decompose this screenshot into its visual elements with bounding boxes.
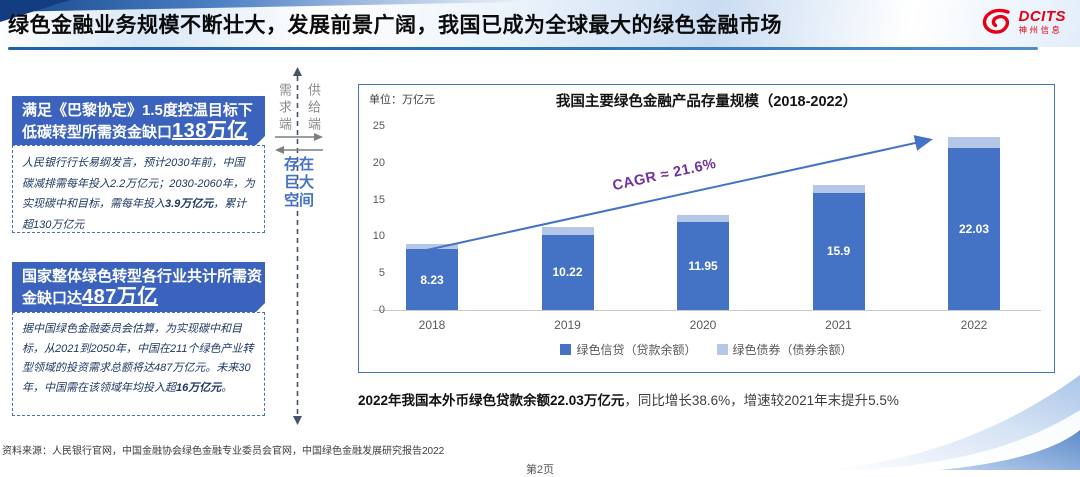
bar-credit-2022 — [948, 147, 1000, 310]
legend-swatch-bond — [716, 344, 728, 355]
bar-value-label-2019: 10.22 — [552, 265, 583, 280]
bar-bond-2020 — [677, 215, 729, 223]
y-tick-label: 10 — [372, 230, 385, 243]
y-tick-label: 0 — [378, 304, 385, 316]
category-label-2022: 2022 — [960, 318, 988, 332]
y-tick-label: 15 — [372, 193, 385, 206]
chart-unit-label: 单位：万亿元 — [369, 94, 435, 106]
dcits-logo-text: DCITS — [1018, 8, 1066, 26]
card1-title-line1: 满足《巴黎协定》1.5度控温目标下 — [22, 102, 253, 119]
bar-value-label-2022: 22.03 — [958, 221, 990, 236]
card2-title-line1: 国家整体绿色转型各行业共计所需资 — [22, 268, 263, 285]
funding-gap-card1-body: 人民银行行长易纲发言，预计2030年前，中国碳减排需每年投入2.2万亿元；203… — [12, 145, 265, 233]
legend-label-credit: 绿色信贷（贷款余额） — [576, 343, 697, 357]
bar-bond-2018 — [406, 243, 458, 250]
chart-title: 我国主要绿色金融产品存量规模（2018-2022） — [555, 94, 858, 110]
card2-title-highlight: 487万亿 — [82, 286, 158, 308]
supply-side-label: 供给端 — [306, 83, 321, 134]
dcits-swirl-icon — [982, 8, 1010, 34]
bar-value-label-2021: 15.9 — [826, 244, 851, 259]
bar-bond-2019 — [541, 227, 594, 235]
corner-swoosh-decoration — [820, 375, 1080, 470]
category-label-2018: 2018 — [418, 318, 446, 332]
y-tick-label: 5 — [378, 267, 385, 280]
slide-header: 绿色金融业务规模不断壮大，发展前景广阔，我国已成为全球最大的绿色金融市场 — [0, 0, 1080, 47]
demand-side-label: 需求端 — [277, 83, 292, 134]
header-divider — [8, 47, 1038, 50]
chart-summary: 2022年我国本外币绿色贷款余额22.03万亿元，同比增长38.6%，增速较20… — [358, 393, 899, 408]
legend-item-bond: 绿色债券（债券余额） — [716, 341, 853, 358]
card1-title-highlight: 138万亿 — [172, 120, 248, 142]
chart-legend: 绿色信贷（贷款余额） 绿色债券（债券余额） — [359, 341, 1054, 358]
source-footnote: 资料来源：人民银行官网，中国金融协会绿色金融专业委员会官网，中国绿色金融发展研究… — [2, 446, 445, 457]
chart-plot-area: 0 5 10 15 20 25 8.23 2018 10.22 2019 11.95 2020 15.9… — [359, 85, 1054, 372]
legend-item-credit: 绿色信贷（贷款余额） — [560, 341, 697, 358]
bar-credit-2018 — [406, 249, 458, 310]
y-tick-label: 25 — [372, 120, 385, 132]
y-tick-label: 20 — [372, 156, 385, 169]
chart-panel: 单位：万亿元 我国主要绿色金融产品存量规模（2018-2022） 0 5 10 15 2… — [358, 84, 1055, 373]
category-label-2021: 2021 — [825, 318, 852, 332]
bar-value-label-2018: 8.23 — [420, 272, 444, 287]
card1-title-line2: 低碳转型所需资金缺口138万亿 — [22, 120, 248, 142]
legend-swatch-credit — [560, 344, 572, 355]
gap-space-label: 存在 巨大 空间 — [283, 156, 314, 209]
slide-title: 绿色金融业务规模不断壮大，发展前景广阔，我国已成为全球最大的绿色金融市场 — [8, 13, 782, 37]
category-label-2019: 2019 — [554, 318, 581, 332]
dcits-logo-subtext: 神州信息 — [1018, 25, 1063, 36]
funding-gap-card2-header: 国家整体绿色转型各行业共计所需资 金缺口达487万亿 — [12, 262, 265, 312]
funding-gap-card2-body: 据中国绿色金融委员会估算，为实现碳中和目标，从2021到2050年，中国在211… — [12, 312, 265, 416]
dcits-logo: DCITS 神州信息 — [980, 7, 1067, 37]
bar-bond-2022 — [948, 136, 1000, 148]
bar-value-label-2020: 11.95 — [688, 259, 718, 274]
category-label-2020: 2020 — [689, 318, 717, 332]
x-axis-line — [373, 310, 1041, 311]
funding-gap-card1-header: 满足《巴黎协定》1.5度控温目标下 低碳转型所需资金缺口138万亿 — [12, 96, 265, 145]
legend-label-bond: 绿色债券（债券余额） — [732, 343, 853, 357]
page-number: 第2页 — [525, 464, 555, 476]
bar-bond-2021 — [812, 184, 865, 193]
card2-title-line2: 金缺口达487万亿 — [22, 286, 158, 308]
